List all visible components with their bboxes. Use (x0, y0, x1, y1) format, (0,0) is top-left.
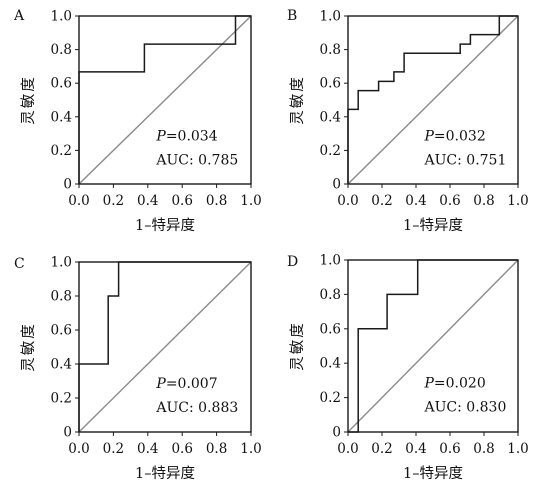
x-tick-label: 0.2 (103, 441, 124, 457)
x-axis-label: 1–特异度 (403, 465, 463, 482)
auc-text: AUC: 0.830 (424, 399, 507, 415)
x-tick-label: 0.6 (439, 441, 460, 457)
x-tick-label: 0.6 (171, 441, 192, 457)
y-tick-label: 0 (63, 425, 72, 441)
y-tick-label: 1.0 (51, 255, 72, 271)
y-tick-label: 0 (332, 177, 341, 193)
y-tick-label: 1.0 (320, 253, 341, 269)
p-symbol: P (155, 128, 166, 144)
x-tick-label: 0.6 (171, 193, 192, 209)
p-value: =0.032 (434, 128, 486, 144)
plot-frame (347, 259, 519, 433)
y-tick-label: 0.2 (51, 143, 72, 159)
x-tick-label: 0.4 (405, 193, 426, 209)
auc-text: AUC: 0.883 (155, 400, 238, 416)
p-value-text: P=0.034 (155, 128, 217, 144)
x-tick-label: 1.0 (240, 193, 261, 209)
panel-letter: D (287, 254, 298, 270)
y-axis-label: 灵敏度 (20, 322, 37, 372)
y-tick-label: 0.2 (320, 390, 341, 406)
y-tick-label: 0.4 (51, 357, 72, 373)
x-tick-label: 0.8 (473, 193, 494, 209)
p-symbol: P (424, 375, 435, 391)
y-axis-label: 灵敏度 (20, 75, 37, 125)
roc-curve (348, 259, 518, 433)
x-tick-label: 0.4 (137, 441, 158, 457)
y-tick-label: 1.0 (320, 9, 341, 25)
y-tick-label: 0.8 (51, 42, 72, 58)
x-tick-label: 0.8 (206, 441, 227, 457)
reference-line (347, 259, 519, 433)
p-value-text: P=0.032 (424, 128, 486, 144)
panel-c: C 0.0 0.2 0.4 0.6 0.8 1.0 0 0.2 0.4 0.6 0.8 1.0 1–特异度… (14, 255, 262, 483)
panel-letter: A (13, 8, 25, 24)
y-tick-label: 0.2 (51, 391, 72, 407)
y-tick-label: 0.8 (320, 287, 341, 303)
auc-text: AUC: 0.785 (155, 152, 238, 168)
panel-d: D 0.0 0.2 0.4 0.6 0.8 1.0 0 0.2 0.4 0.6 0.8 1.0 1–特异度… (287, 253, 529, 483)
reference-line (78, 261, 252, 433)
plot-frame (78, 261, 252, 433)
y-tick-label: 0 (63, 177, 72, 193)
x-tick-label: 0.8 (206, 193, 227, 209)
plot-frame (78, 15, 252, 185)
y-tick-label: 0.4 (320, 356, 341, 372)
reference-line (347, 15, 519, 185)
x-axis-label: 1–特异度 (135, 465, 195, 482)
y-tick-label: 0.6 (51, 76, 72, 92)
x-tick-label: 0.0 (337, 193, 358, 209)
y-tick-label: 0.8 (51, 289, 72, 305)
x-tick-label: 1.0 (507, 193, 528, 209)
p-value: =0.034 (166, 128, 218, 144)
x-tick-label: 0.4 (405, 441, 426, 457)
y-tick-label: 0.4 (51, 109, 72, 125)
x-axis-label: 1–特异度 (403, 217, 463, 234)
y-tick-label: 0.8 (320, 42, 341, 58)
x-tick-label: 0.4 (137, 193, 158, 209)
p-symbol: P (155, 376, 166, 392)
x-tick-label: 0.0 (68, 193, 89, 209)
y-tick-label: 0.4 (320, 109, 341, 125)
plot-frame (347, 15, 519, 185)
p-value-text: P=0.020 (424, 375, 486, 391)
p-value-text: P=0.007 (155, 376, 217, 392)
y-tick-label: 0.6 (320, 76, 341, 92)
x-tick-label: 0.0 (68, 441, 89, 457)
x-axis-label: 1–特异度 (135, 217, 195, 234)
x-tick-label: 0.2 (103, 193, 124, 209)
panel-a: A 0.0 0.2 0.4 0.6 0.8 1.0 0 0.2 0.4 0.6 0.8 1.0 1–特异度… (13, 8, 262, 234)
x-tick-label: 1.0 (240, 441, 261, 457)
y-axis-label: 灵敏度 (289, 321, 306, 371)
roc-curve (347, 15, 518, 184)
p-value: =0.007 (166, 376, 218, 392)
panel-letter: B (287, 8, 297, 24)
p-symbol: P (424, 128, 435, 144)
x-tick-label: 0.2 (371, 441, 392, 457)
x-tick-label: 0.6 (439, 193, 460, 209)
y-tick-label: 1.0 (51, 9, 72, 25)
y-tick-label: 0.2 (320, 143, 341, 159)
y-axis-label: 灵敏度 (289, 75, 306, 125)
panel-b: B 0.0 0.2 0.4 0.6 0.8 1.0 0 0.2 0.4 0.6 0.8 1.0 1–特异度… (287, 8, 529, 234)
auc-text: AUC: 0.751 (424, 152, 507, 168)
y-tick-label: 0 (332, 425, 341, 441)
panel-letter: C (14, 256, 25, 272)
x-tick-label: 1.0 (507, 441, 528, 457)
p-value: =0.020 (434, 375, 486, 391)
x-tick-label: 0.0 (337, 441, 358, 457)
y-tick-label: 0.6 (51, 323, 72, 339)
x-tick-label: 0.8 (473, 441, 494, 457)
y-tick-label: 0.6 (320, 321, 341, 337)
x-tick-label: 0.2 (371, 193, 392, 209)
